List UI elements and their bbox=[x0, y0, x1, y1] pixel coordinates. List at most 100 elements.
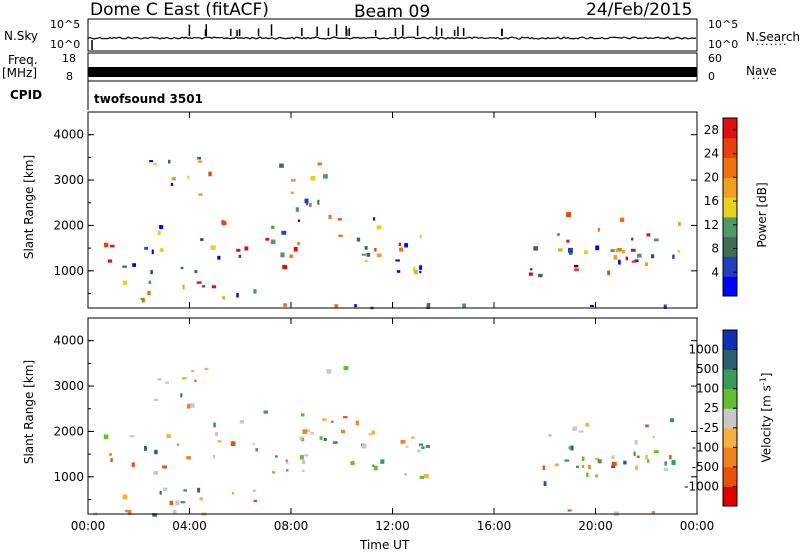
power-cell bbox=[197, 160, 203, 163]
power-cell bbox=[211, 285, 217, 289]
velocity-cell bbox=[664, 461, 667, 466]
power-cell bbox=[151, 249, 154, 255]
power-cell bbox=[122, 280, 128, 286]
velocity-cell bbox=[380, 459, 385, 464]
power-cell bbox=[222, 296, 225, 300]
nsky-trace bbox=[87, 36, 697, 40]
power-cell bbox=[198, 193, 203, 196]
velocity-cell bbox=[424, 474, 429, 479]
power-ytick-label: 4000 bbox=[53, 128, 84, 142]
power-ytick-label: 2000 bbox=[53, 218, 84, 232]
velocity-cell bbox=[302, 429, 308, 434]
power-cell bbox=[625, 256, 628, 261]
velocity-cell bbox=[597, 459, 602, 464]
velocity-cell bbox=[542, 465, 546, 470]
velocity-cell bbox=[131, 462, 135, 468]
velocity-colorbar-tick-label: 1000 bbox=[688, 343, 719, 357]
velocity-cell bbox=[286, 461, 289, 464]
velocity-colorbar-segment bbox=[723, 486, 737, 507]
power-colorbar-tick-label: 4 bbox=[711, 265, 719, 279]
velocity-cell bbox=[189, 403, 195, 408]
power-cell bbox=[323, 174, 328, 179]
velocity-cell bbox=[586, 472, 589, 478]
power-cell bbox=[182, 284, 185, 290]
velocity-cell bbox=[300, 413, 305, 417]
nsky-tick-top: 10^5 bbox=[50, 18, 81, 31]
power-colorbar-segment bbox=[723, 276, 737, 297]
power-ytick-label: 3000 bbox=[53, 173, 84, 187]
power-cell bbox=[419, 234, 422, 239]
velocity-cell bbox=[572, 426, 577, 431]
power-cell bbox=[529, 268, 533, 271]
velocity-cell bbox=[418, 443, 424, 446]
velocity-colorbar-tick-label: -500 bbox=[692, 460, 719, 474]
power-cell bbox=[170, 182, 174, 186]
velocity-panel-frame bbox=[87, 317, 698, 515]
power-cell bbox=[253, 289, 257, 294]
velocity-cell bbox=[319, 436, 323, 440]
power-colorbar-tick-label: 8 bbox=[711, 242, 719, 256]
velocity-cell bbox=[653, 450, 659, 454]
power-cell bbox=[200, 238, 204, 241]
power-cell bbox=[566, 212, 572, 217]
xtick-label: 20:00 bbox=[578, 519, 613, 533]
velocity-cell bbox=[652, 436, 655, 439]
power-cell bbox=[399, 247, 404, 252]
velocity-cell bbox=[232, 491, 235, 495]
velocity-cell bbox=[253, 499, 258, 503]
velocity-cell bbox=[355, 420, 359, 426]
velocity-cell bbox=[239, 420, 244, 424]
power-cell bbox=[122, 265, 127, 268]
power-cell bbox=[462, 303, 466, 308]
power-colorbar-segment bbox=[723, 197, 737, 218]
velocity-colorbar-segment bbox=[723, 349, 737, 370]
power-cell bbox=[373, 217, 376, 221]
power-cell bbox=[419, 270, 422, 274]
power-cell bbox=[197, 156, 201, 160]
velocity-cell bbox=[157, 378, 162, 381]
power-cell bbox=[309, 203, 312, 207]
xtick-label: 00:00 bbox=[680, 519, 715, 533]
velocity-cell bbox=[194, 379, 197, 382]
velocity-cell bbox=[110, 458, 113, 462]
power-cell bbox=[404, 243, 408, 248]
cpid-value: twofsound 3501 bbox=[94, 92, 203, 106]
power-cell bbox=[148, 280, 152, 284]
velocity-cell bbox=[421, 446, 425, 450]
power-cell bbox=[413, 266, 416, 272]
power-colorbar-segment bbox=[723, 118, 737, 139]
power-cell bbox=[334, 304, 339, 308]
velocity-cell bbox=[554, 463, 559, 467]
velocity-cell bbox=[419, 475, 425, 479]
velocity-cell bbox=[581, 465, 585, 468]
nsearch-dots: ······· bbox=[756, 38, 788, 51]
freq-unit-label: [MHz] bbox=[2, 66, 38, 80]
power-panel-frame bbox=[87, 111, 698, 309]
velocity-cell bbox=[326, 369, 332, 374]
xtick-label: 08:00 bbox=[274, 519, 309, 533]
velocity-colorbar-segment bbox=[723, 427, 737, 448]
power-cell bbox=[194, 270, 198, 274]
velocity-cell bbox=[331, 420, 334, 423]
power-cell bbox=[574, 264, 579, 268]
power-cell bbox=[221, 221, 227, 226]
velocity-cell bbox=[230, 441, 236, 446]
power-cell bbox=[557, 233, 560, 236]
power-cell bbox=[619, 217, 625, 223]
velocity-cell bbox=[368, 433, 372, 436]
velocity-cell bbox=[304, 454, 309, 457]
power-cell bbox=[613, 254, 618, 260]
velocity-cell bbox=[543, 481, 547, 486]
power-cell bbox=[244, 246, 249, 251]
velocity-cell bbox=[645, 424, 649, 428]
velocity-cell bbox=[341, 429, 345, 434]
freq-tick-bottom: 8 bbox=[66, 70, 73, 83]
power-cell bbox=[271, 225, 275, 229]
velocity-cell bbox=[255, 448, 258, 452]
velocity-cell bbox=[373, 465, 378, 471]
velocity-cell bbox=[197, 487, 201, 493]
velocity-cell bbox=[301, 437, 305, 442]
velocity-cell bbox=[611, 455, 615, 460]
velocity-cell bbox=[154, 449, 158, 455]
